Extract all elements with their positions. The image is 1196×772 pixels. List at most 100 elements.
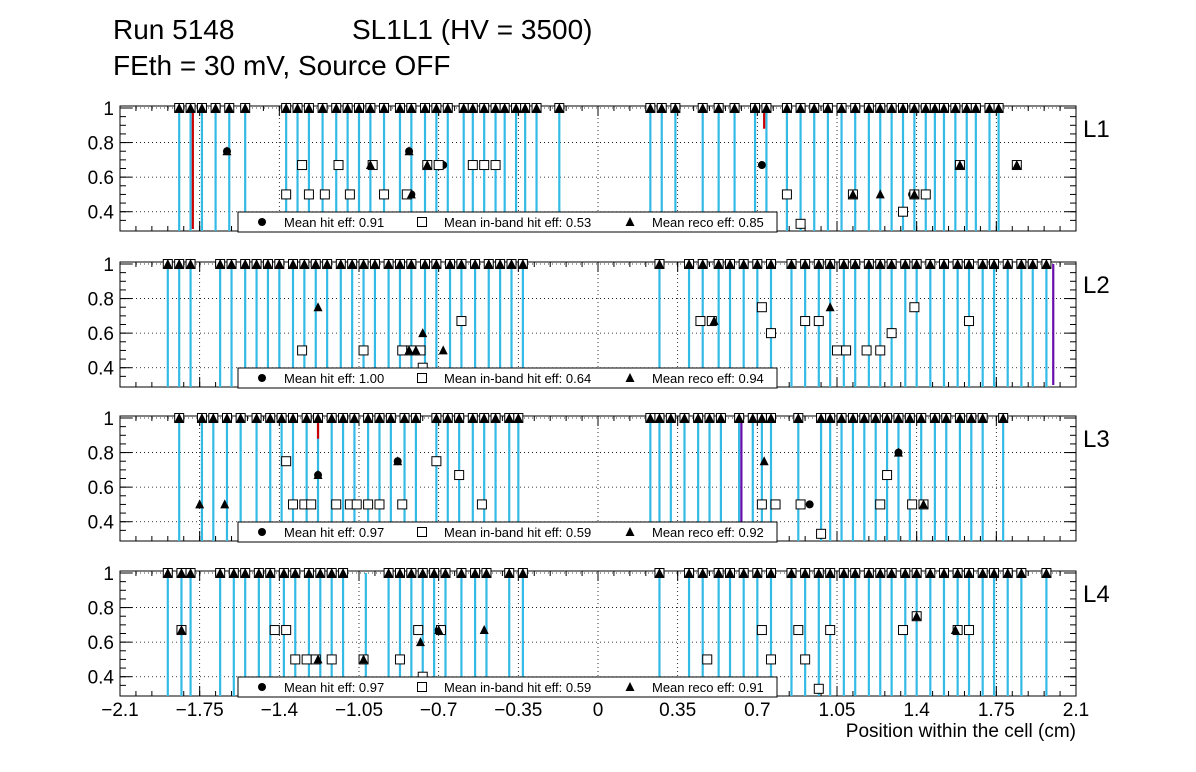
reco-eff-point bbox=[964, 259, 974, 268]
layer-label: L4 bbox=[1083, 581, 1110, 608]
y-tick-label: 1 bbox=[103, 409, 114, 430]
reco-eff-point bbox=[714, 103, 724, 112]
reco-eff-point bbox=[1041, 259, 1051, 268]
reco-eff-point bbox=[222, 146, 232, 156]
reco-eff-point bbox=[236, 413, 246, 422]
reco-eff-point bbox=[384, 259, 394, 268]
inband-eff-point bbox=[781, 189, 792, 200]
reco-eff-point bbox=[887, 568, 897, 577]
legend-reco-marker bbox=[625, 217, 635, 226]
y-tick-label: 1 bbox=[103, 99, 114, 120]
reco-eff-point bbox=[814, 259, 824, 268]
reco-eff-point bbox=[930, 413, 940, 422]
legend-reco-marker bbox=[625, 682, 635, 691]
inband-eff-point bbox=[397, 499, 408, 510]
inband-eff-point bbox=[476, 499, 487, 510]
legend-box bbox=[237, 676, 778, 698]
reco-eff-point bbox=[864, 568, 874, 577]
reco-eff-point bbox=[679, 413, 689, 422]
inband-eff-point bbox=[287, 499, 298, 510]
reco-eff-point bbox=[912, 568, 922, 577]
reco-eff-point bbox=[978, 259, 988, 268]
reco-eff-point bbox=[848, 189, 858, 199]
reco-eff-point bbox=[748, 413, 758, 422]
reco-eff-point bbox=[716, 413, 726, 422]
reco-eff-point bbox=[406, 568, 416, 577]
legend-hit-text: Mean hit eff: 0.97 bbox=[284, 680, 384, 695]
x-tick-label: −1.75 bbox=[176, 700, 224, 721]
reco-eff-point bbox=[313, 302, 323, 312]
x-tick-label: −1.05 bbox=[335, 700, 383, 721]
inband-eff-point bbox=[898, 625, 909, 636]
reco-eff-point bbox=[240, 259, 250, 268]
layer-label: L1 bbox=[1083, 116, 1110, 143]
inband-eff-point bbox=[351, 499, 362, 510]
reco-eff-point bbox=[916, 413, 926, 422]
y-tick-label: 0.8 bbox=[88, 290, 114, 311]
reco-eff-point bbox=[174, 259, 184, 268]
reco-eff-point bbox=[311, 259, 321, 268]
reco-eff-point bbox=[893, 413, 903, 422]
inband-eff-point bbox=[882, 470, 893, 481]
inband-eff-point bbox=[756, 499, 767, 510]
inband-eff-point bbox=[920, 189, 931, 200]
reco-eff-point bbox=[739, 259, 749, 268]
reco-eff-point bbox=[313, 654, 323, 664]
reco-eff-point bbox=[220, 499, 230, 509]
y-tick-label: 0.4 bbox=[88, 668, 115, 689]
inband-eff-point bbox=[875, 499, 886, 510]
reco-eff-point bbox=[848, 413, 858, 422]
inband-eff-point bbox=[825, 625, 836, 636]
reco-eff-point bbox=[163, 568, 173, 577]
reco-eff-point bbox=[327, 413, 337, 422]
x-tick-label: −0.35 bbox=[494, 700, 542, 721]
legend: Mean hit eff: 0.97 Mean in-band hit eff: … bbox=[237, 521, 778, 543]
reco-eff-point bbox=[964, 568, 974, 577]
legend-inband-text: Mean in-band hit eff: 0.59 bbox=[444, 525, 591, 540]
reco-eff-point bbox=[304, 103, 314, 112]
reco-eff-point bbox=[481, 568, 491, 577]
inband-eff-point bbox=[813, 683, 824, 694]
reco-eff-point bbox=[825, 259, 835, 268]
reco-eff-point bbox=[359, 654, 369, 664]
inband-eff-point bbox=[795, 499, 806, 510]
reco-eff-point bbox=[500, 103, 510, 112]
reco-eff-point bbox=[195, 499, 205, 509]
reco-eff-point bbox=[479, 625, 489, 635]
reco-eff-point bbox=[864, 259, 874, 268]
reco-eff-point bbox=[420, 103, 430, 112]
reco-eff-point bbox=[313, 470, 323, 480]
reco-eff-point bbox=[714, 568, 724, 577]
inband-eff-point bbox=[379, 189, 390, 200]
reco-eff-point bbox=[950, 103, 960, 112]
inband-eff-point bbox=[297, 160, 308, 171]
reco-eff-point bbox=[966, 413, 976, 422]
reco-eff-point bbox=[955, 413, 965, 422]
reco-eff-point bbox=[893, 447, 903, 457]
reco-eff-point bbox=[406, 259, 416, 268]
reco-eff-point bbox=[766, 568, 776, 577]
reco-eff-point bbox=[411, 413, 421, 422]
reco-eff-point bbox=[336, 259, 346, 268]
y-tick-label: 0.8 bbox=[88, 134, 114, 155]
reco-eff-point bbox=[302, 413, 312, 422]
reco-eff-point bbox=[431, 103, 441, 112]
reco-eff-point bbox=[434, 625, 444, 635]
layer-label: L3 bbox=[1083, 426, 1110, 453]
reco-eff-point bbox=[491, 103, 501, 112]
reco-eff-point bbox=[484, 259, 494, 268]
reco-eff-point bbox=[725, 568, 735, 577]
reco-eff-point bbox=[850, 568, 860, 577]
reco-eff-point bbox=[962, 103, 972, 112]
reco-eff-point bbox=[750, 103, 760, 112]
reco-eff-point bbox=[837, 413, 847, 422]
inband-eff-point bbox=[964, 625, 975, 636]
legend-inband-text: Mean in-band hit eff: 0.53 bbox=[444, 215, 591, 230]
reco-eff-point bbox=[654, 568, 664, 577]
inband-eff-point bbox=[454, 470, 465, 481]
reco-eff-point bbox=[395, 568, 405, 577]
reco-eff-point bbox=[222, 413, 232, 422]
reco-eff-point bbox=[470, 568, 480, 577]
reco-eff-point bbox=[315, 568, 325, 577]
reco-eff-point bbox=[654, 259, 664, 268]
